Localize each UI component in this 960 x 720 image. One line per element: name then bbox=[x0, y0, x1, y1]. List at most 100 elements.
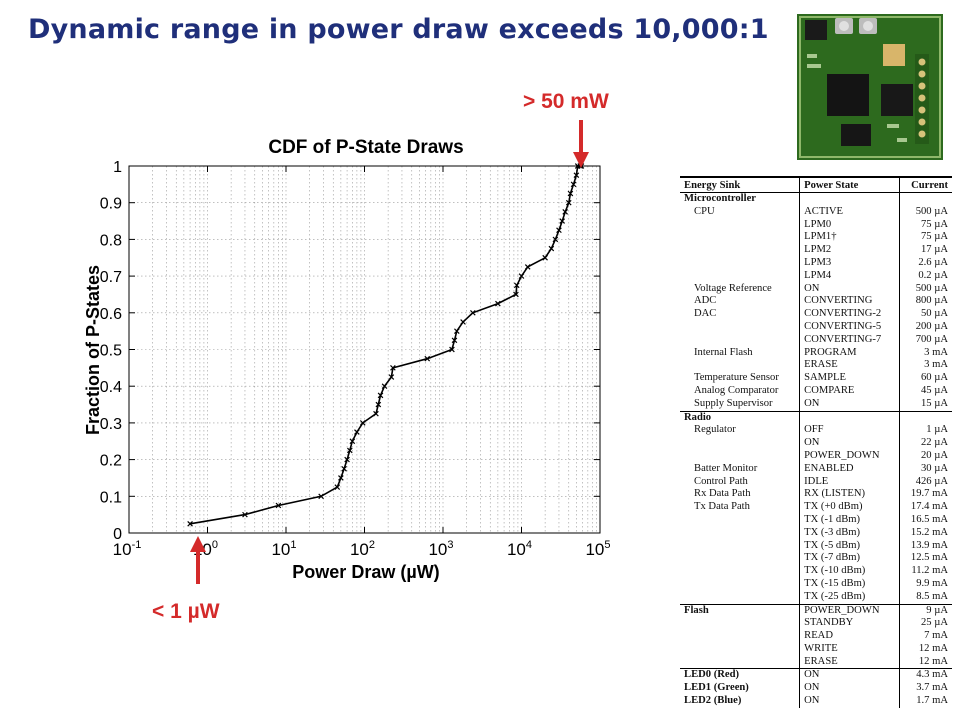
cell-current: 500 µA bbox=[898, 282, 952, 296]
data-point bbox=[562, 209, 568, 215]
cell-current bbox=[898, 410, 952, 425]
table-row: Voltage Reference ON 500 µA bbox=[680, 282, 952, 296]
data-point bbox=[242, 511, 248, 518]
cell-energy-sink: Control Path bbox=[694, 475, 748, 487]
table-row: LPM4 0.2 µA bbox=[680, 269, 952, 283]
cell-energy-sink: CPU bbox=[694, 205, 715, 217]
cell-current: 12.5 mA bbox=[898, 552, 952, 566]
x-tick-label: 102 bbox=[350, 539, 375, 559]
cell-current: 45 µA bbox=[898, 384, 952, 398]
cell-current: 16.5 mA bbox=[898, 513, 952, 527]
table-row: STANDBY 25 µA bbox=[680, 617, 952, 631]
cell-power-state: TX (-7 dBm) bbox=[799, 552, 900, 566]
table-row: TX (-5 dBm) 13.9 mA bbox=[680, 539, 952, 553]
cell-power-state: ERASE bbox=[799, 359, 900, 373]
table-row: LPM0 75 µA bbox=[680, 218, 952, 232]
cell-energy-sink bbox=[680, 578, 800, 591]
cell-power-state: ON bbox=[799, 282, 900, 296]
cell-current: 75 µA bbox=[898, 218, 952, 232]
cell-power-state: OFF bbox=[799, 424, 900, 438]
y-tick-label: 0.1 bbox=[100, 489, 122, 506]
cell-current: 50 µA bbox=[898, 308, 952, 321]
table-row: Temperature Sensor SAMPLE 60 µA bbox=[680, 372, 952, 385]
slide-title: Dynamic range in power draw exceeds 10,0… bbox=[28, 14, 769, 45]
cell-power-state: TX (-10 dBm) bbox=[799, 565, 900, 578]
cell-energy-sink bbox=[680, 514, 800, 527]
table-row: Regulator OFF 1 µA bbox=[680, 424, 952, 438]
cell-power-state: SAMPLE bbox=[799, 372, 900, 385]
table-row: WRITE 12 mA bbox=[680, 642, 952, 656]
cell-current: 3 mA bbox=[898, 359, 952, 373]
cell-energy-sink: Tx Data Path bbox=[694, 501, 750, 513]
cell-power-state: CONVERTING bbox=[799, 295, 900, 309]
y-tick-label: 0.9 bbox=[100, 196, 122, 213]
table-row: LPM1† 75 µA bbox=[680, 231, 952, 245]
table-row: LED1 (Green) ON 3.7 mA bbox=[680, 682, 952, 696]
cell-power-state: CONVERTING-7 bbox=[799, 333, 900, 347]
data-point bbox=[334, 484, 341, 490]
data-point bbox=[451, 337, 458, 344]
cell-power-state: CONVERTING-5 bbox=[799, 320, 900, 334]
data-point bbox=[524, 264, 531, 270]
cell-current: 17.4 mA bbox=[898, 501, 952, 514]
cell-current: 3.7 mA bbox=[898, 682, 952, 696]
cell-power-state: TX (-25 dBm) bbox=[799, 590, 900, 604]
data-point bbox=[567, 190, 574, 197]
data-point bbox=[552, 236, 559, 243]
cell-power-state: ON bbox=[799, 397, 900, 412]
cell-energy-sink bbox=[680, 527, 800, 540]
header-power-state: Power State bbox=[799, 176, 900, 193]
y-tick-label: 0.3 bbox=[100, 416, 122, 433]
cell-current: 11.2 mA bbox=[898, 565, 952, 578]
table-row: Flash POWER_DOWN 9 µA bbox=[680, 603, 952, 618]
y-tick-label: 0.6 bbox=[100, 306, 122, 323]
table-body: Microcontroller CPU ACTIVE 500 µA LPM0 75 µA L… bbox=[680, 191, 952, 708]
table-row: Internal Flash PROGRAM 3 mA bbox=[680, 346, 952, 360]
cell-energy-sink: Batter Monitor bbox=[694, 462, 758, 474]
cell-current: 25 µA bbox=[898, 617, 952, 631]
x-tick-label: 105 bbox=[585, 539, 610, 559]
data-point bbox=[375, 401, 382, 408]
data-point bbox=[344, 456, 350, 463]
cell-current: 15 µA bbox=[898, 397, 952, 412]
cell-current: 3 mA bbox=[898, 346, 952, 360]
cell-energy-sink bbox=[680, 437, 800, 450]
cell-energy-sink bbox=[680, 244, 800, 257]
data-point bbox=[542, 254, 548, 261]
cell-energy-sink bbox=[680, 552, 800, 565]
x-tick-label: 101 bbox=[271, 539, 296, 559]
cell-current: 500 µA bbox=[898, 205, 952, 219]
table-row: READ 7 mA bbox=[680, 630, 952, 643]
cell-power-state: TX (+0 dBm) bbox=[799, 501, 900, 514]
table-row: ADC CONVERTING 800 µA bbox=[680, 295, 952, 309]
data-point bbox=[565, 199, 572, 206]
cell-energy-sink bbox=[680, 321, 800, 334]
cell-current: 0.2 µA bbox=[898, 269, 952, 283]
cell-energy-sink bbox=[680, 334, 800, 347]
table-row: TX (-15 dBm) 9.9 mA bbox=[680, 577, 952, 591]
cell-energy-sink: Rx Data Path bbox=[694, 488, 751, 500]
data-point bbox=[275, 502, 282, 509]
cell-power-state: LPM0 bbox=[799, 218, 900, 232]
table-row: TX (-10 dBm) 11.2 mA bbox=[680, 565, 952, 578]
cell-power-state: PROGRAM bbox=[799, 346, 900, 360]
table-row: Control Path IDLE 426 µA bbox=[680, 475, 952, 489]
cell-power-state: POWER_DOWN bbox=[799, 449, 900, 463]
cell-energy-sink bbox=[680, 540, 800, 553]
cell-energy-sink bbox=[680, 591, 800, 604]
table-row: Tx Data Path TX (+0 dBm) 17.4 mA bbox=[680, 501, 952, 514]
table-header-row: Energy Sink Power State Current bbox=[680, 176, 952, 193]
table-row: Batter Monitor ENABLED 30 µA bbox=[680, 462, 952, 476]
cell-current: 19.7 mA bbox=[898, 488, 952, 502]
data-point bbox=[388, 374, 395, 380]
cell-current: 20 µA bbox=[898, 449, 952, 463]
data-point bbox=[390, 365, 396, 371]
cell-power-state: IDLE bbox=[799, 475, 900, 489]
cell-energy-sink: Temperature Sensor bbox=[694, 372, 779, 384]
table-row: TX (-25 dBm) 8.5 mA bbox=[680, 590, 952, 604]
cell-energy-sink: Voltage Reference bbox=[694, 282, 772, 294]
data-point bbox=[559, 218, 566, 224]
cell-power-state: TX (-3 dBm) bbox=[799, 526, 900, 540]
cell-current: 15.2 mA bbox=[898, 526, 952, 540]
cell-energy-sink: LED0 (Red) bbox=[680, 668, 800, 683]
